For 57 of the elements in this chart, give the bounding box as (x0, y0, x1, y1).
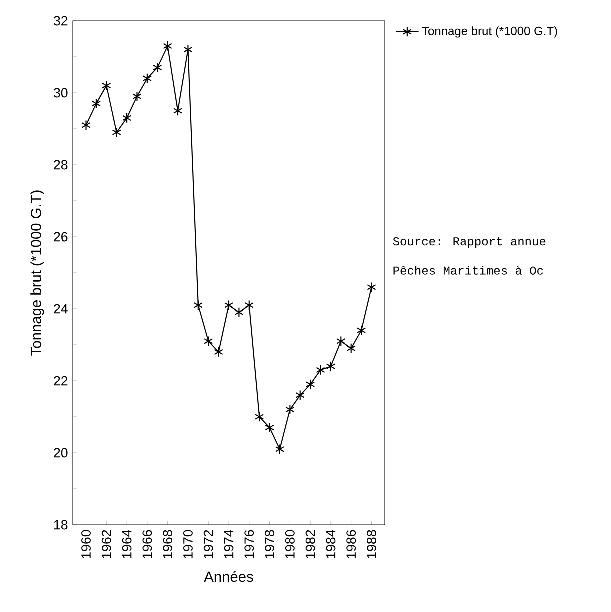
x-tick-label: 1972 (204, 530, 214, 558)
point (92, 98, 102, 110)
x-tick-label: 1978 (265, 530, 274, 558)
point (224, 300, 234, 311)
point (296, 390, 305, 401)
y-tick-label: 20 (54, 448, 68, 458)
point (336, 336, 346, 347)
point (112, 127, 122, 138)
legend-label: Tonnage brut (*1000 G.T) (422, 26, 558, 38)
x-tick-label: 1974 (224, 530, 234, 558)
point (326, 361, 336, 372)
point (265, 422, 274, 433)
point (194, 300, 203, 311)
point (244, 300, 254, 311)
point (132, 91, 142, 102)
point (367, 282, 376, 293)
x-tick-label: 1970 (183, 530, 193, 558)
y-axis-title: Tonnage brut (*1000 G.T) (30, 190, 44, 356)
y-tick-label: 18 (54, 520, 68, 530)
point (356, 325, 366, 336)
x-tick-label: 1982 (306, 530, 316, 558)
x-tick-label: 1964 (122, 530, 132, 558)
point (122, 113, 132, 124)
y-tick-label: 24 (54, 304, 68, 314)
point (255, 412, 264, 422)
x-tick-label: 1976 (244, 530, 254, 558)
point (102, 80, 112, 92)
text: Pêches Maritimes à Oc (394, 266, 544, 275)
x-tick-label: 1968 (163, 530, 173, 558)
y-tick-label: 22 (54, 376, 68, 386)
point (275, 444, 285, 455)
point (286, 404, 295, 415)
point (153, 62, 162, 74)
x-tick-label: 1962 (102, 530, 112, 558)
x-tick-label: 1966 (142, 530, 152, 558)
y-tick-label: 32 (54, 16, 68, 26)
x-tick-label: 1988 (367, 530, 376, 558)
point (184, 44, 193, 56)
point (163, 41, 172, 52)
y-tick-label: 30 (54, 88, 68, 98)
source-note: Source: Rapport annue (393, 238, 546, 248)
x-axis-title: Années (204, 571, 254, 582)
point (306, 379, 316, 390)
point (173, 106, 183, 116)
y-tick-label: 26 (54, 232, 68, 242)
y-tick-label: 28 (54, 160, 68, 170)
x-tick-label: 1960 (82, 530, 91, 558)
point (234, 307, 244, 318)
x-tick-label: 1980 (285, 530, 295, 558)
x-tick-label: 1986 (346, 530, 356, 558)
point (214, 347, 224, 358)
point (346, 343, 356, 354)
point (316, 364, 326, 376)
point (142, 73, 152, 84)
x-tick-label: 1984 (326, 530, 336, 558)
point (82, 120, 91, 131)
point (204, 336, 214, 347)
